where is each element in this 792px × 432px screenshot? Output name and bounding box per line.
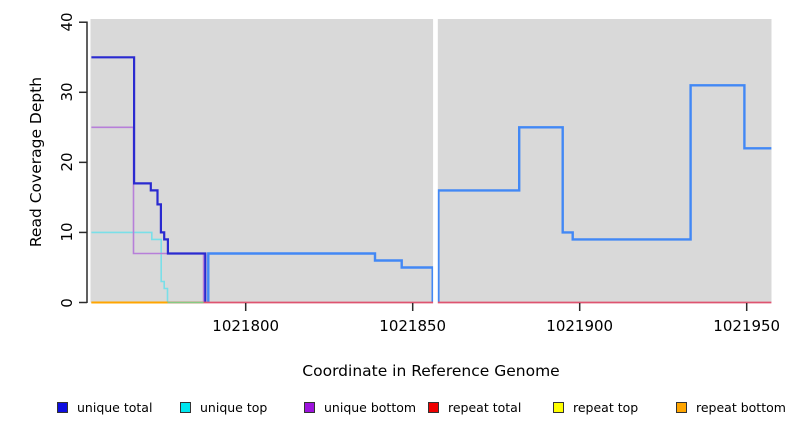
legend-swatch-icon <box>676 401 687 413</box>
plot-background <box>90 19 772 303</box>
y-tick-label: 0 <box>58 297 76 308</box>
legend-swatch-icon <box>304 401 315 413</box>
legend-label: repeat top <box>573 399 639 415</box>
x-tick-label: 1021900 <box>546 317 614 335</box>
series-unique-total <box>91 56 207 303</box>
legend-swatch-icon <box>57 401 68 413</box>
legend-swatch-icon <box>180 401 191 413</box>
y-axis-title: Read Coverage Depth <box>27 76 45 248</box>
legend-swatch-icon <box>553 401 564 413</box>
x-tick-label: 1021950 <box>713 317 781 335</box>
legend-item: unique total <box>57 398 152 416</box>
legend-item: unique bottom <box>304 398 416 416</box>
legend-item: repeat top <box>553 398 638 416</box>
legend-item: unique top <box>180 398 267 416</box>
legend-label: unique top <box>200 399 268 415</box>
y-tick-label: 10 <box>58 222 76 242</box>
series-unique-bottom <box>91 126 205 303</box>
y-tick-label: 40 <box>58 12 76 32</box>
legend-label: repeat total <box>448 399 522 415</box>
series-unique-top <box>91 231 169 303</box>
x-tick-label: 1021800 <box>212 317 280 335</box>
no-data-gap-band <box>433 18 438 305</box>
series-total-unlabeled <box>437 84 772 303</box>
legend-swatch-icon <box>428 401 439 413</box>
legend-label: unique bottom <box>324 399 417 415</box>
legend-item: repeat bottom <box>676 398 786 416</box>
series-total-unlabeled <box>207 252 434 303</box>
x-tick-label: 1021850 <box>379 317 447 335</box>
legend-label: repeat bottom <box>696 399 786 415</box>
legend-item: repeat total <box>428 398 521 416</box>
legend-label: unique total <box>77 399 153 415</box>
y-tick-label: 20 <box>58 152 76 172</box>
y-tick-label: 30 <box>58 82 76 102</box>
x-axis-title: Coordinate in Reference Genome <box>302 362 560 380</box>
